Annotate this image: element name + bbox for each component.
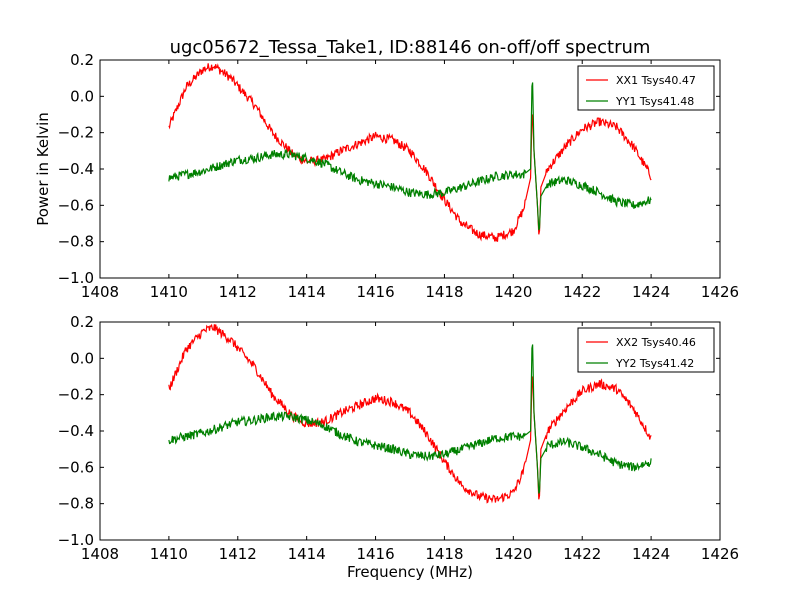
x-tick-label: 1426 bbox=[701, 283, 739, 301]
y-tick-label: −0.4 bbox=[58, 160, 94, 178]
y-tick-label: 0.2 bbox=[70, 51, 94, 69]
x-tick-label: 1410 bbox=[150, 545, 188, 563]
y-tick-label: −0.8 bbox=[58, 495, 94, 513]
y-tick-label: −1.0 bbox=[58, 269, 94, 287]
x-tick-label: 1414 bbox=[288, 283, 326, 301]
plot-panel-1: 1408 1410 1412 1414 1416 1418 1420 1422 1424 1426… bbox=[34, 51, 739, 301]
legend-box bbox=[577, 327, 715, 373]
legend-label-2: YY1 Tsys41.48 bbox=[615, 95, 694, 108]
y-tick-label: −0.2 bbox=[58, 386, 94, 404]
x-tick-label: 1414 bbox=[288, 545, 326, 563]
x-tick-label: 1424 bbox=[632, 545, 670, 563]
x-tick-label: 1424 bbox=[632, 283, 670, 301]
legend-label-1: XX1 Tsys40.47 bbox=[616, 74, 696, 87]
x-tick-label: 1422 bbox=[563, 545, 601, 563]
x-tick-label: 1410 bbox=[150, 283, 188, 301]
chart-title: ugc05672_Tessa_Take1, ID:88146 on-off/of… bbox=[170, 37, 651, 58]
x-tick-label: 1420 bbox=[494, 545, 532, 563]
series-line-2 bbox=[168, 344, 652, 494]
y-tick-label: 0.0 bbox=[70, 87, 94, 105]
x-tick-label: 1412 bbox=[219, 545, 257, 563]
x-axis-label: Frequency (MHz) bbox=[347, 563, 473, 581]
y-tick-label: −1.0 bbox=[58, 531, 94, 549]
x-tick-label: 1422 bbox=[563, 283, 601, 301]
x-tick-label: 1426 bbox=[701, 545, 739, 563]
legend-label-1: XX2 Tsys40.46 bbox=[616, 336, 696, 349]
legend: XX1 Tsys40.47 YY1 Tsys41.48 bbox=[577, 65, 715, 111]
y-tick-label: −0.4 bbox=[58, 422, 94, 440]
series-line-2 bbox=[168, 82, 652, 231]
legend-box bbox=[577, 65, 715, 111]
x-tick-label: 1408 bbox=[81, 283, 119, 301]
x-tick-label: 1416 bbox=[356, 545, 394, 563]
x-tick-label: 1416 bbox=[356, 283, 394, 301]
y-tick-label: −0.2 bbox=[58, 124, 94, 142]
plot-panel-2: 1408 1410 1412 1414 1416 1418 1420 1422 1424 1426… bbox=[58, 313, 740, 581]
x-tick-label: 1408 bbox=[81, 545, 119, 563]
plot-panels: 1408 1410 1412 1414 1416 1418 1420 1422 1424 1426… bbox=[34, 51, 739, 581]
y-tick-label: 0.2 bbox=[70, 313, 94, 331]
y-axis-label: Power in Kelvin bbox=[34, 112, 52, 226]
series-line-1 bbox=[168, 323, 652, 504]
legend: XX2 Tsys40.46 YY2 Tsys41.42 bbox=[577, 327, 715, 373]
y-tick-label: 0.0 bbox=[70, 349, 94, 367]
series-line-1 bbox=[168, 63, 652, 243]
x-tick-label: 1418 bbox=[425, 283, 463, 301]
x-tick-label: 1412 bbox=[219, 283, 257, 301]
y-tick-label: −0.6 bbox=[58, 458, 94, 476]
x-tick-label: 1418 bbox=[425, 545, 463, 563]
legend-label-2: YY2 Tsys41.42 bbox=[615, 357, 694, 370]
y-tick-label: −0.6 bbox=[58, 196, 94, 214]
x-tick-label: 1420 bbox=[494, 283, 532, 301]
y-tick-label: −0.8 bbox=[58, 233, 94, 251]
